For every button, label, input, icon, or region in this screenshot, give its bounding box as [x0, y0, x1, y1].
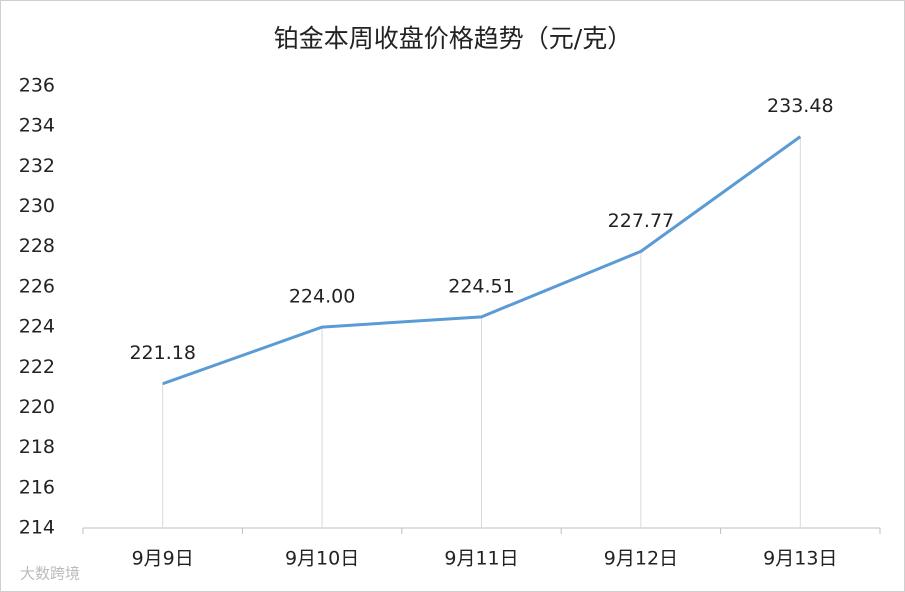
y-tick-label: 224: [19, 316, 55, 338]
data-label: 233.48: [767, 95, 833, 117]
y-tick-label: 216: [19, 476, 55, 498]
chart-title: 铂金本周收盘价格趋势（元/克）: [274, 24, 632, 53]
y-tick-label: 226: [19, 275, 55, 297]
y-tick-label: 222: [19, 356, 55, 378]
data-label: 224.51: [448, 275, 514, 297]
data-label: 224.00: [289, 286, 355, 308]
data-label: 227.77: [608, 210, 674, 232]
watermark: 大数跨境: [20, 565, 80, 583]
y-tick-label: 228: [19, 235, 55, 257]
y-tick-label: 236: [19, 75, 55, 97]
y-tick-label: 234: [19, 115, 55, 137]
x-tick-label: 9月10日: [285, 548, 359, 570]
x-tick-label: 9月12日: [604, 548, 678, 570]
x-tick-label: 9月9日: [132, 548, 194, 570]
y-tick-label: 232: [19, 155, 55, 177]
y-tick-label: 214: [19, 517, 55, 539]
data-label: 221.18: [129, 342, 195, 364]
y-tick-label: 220: [19, 396, 55, 418]
x-tick-label: 9月13日: [763, 548, 837, 570]
line: [162, 135, 802, 386]
y-tick-label: 230: [19, 195, 55, 217]
y-tick-label: 218: [19, 436, 55, 458]
x-tick-label: 9月11日: [444, 548, 518, 570]
